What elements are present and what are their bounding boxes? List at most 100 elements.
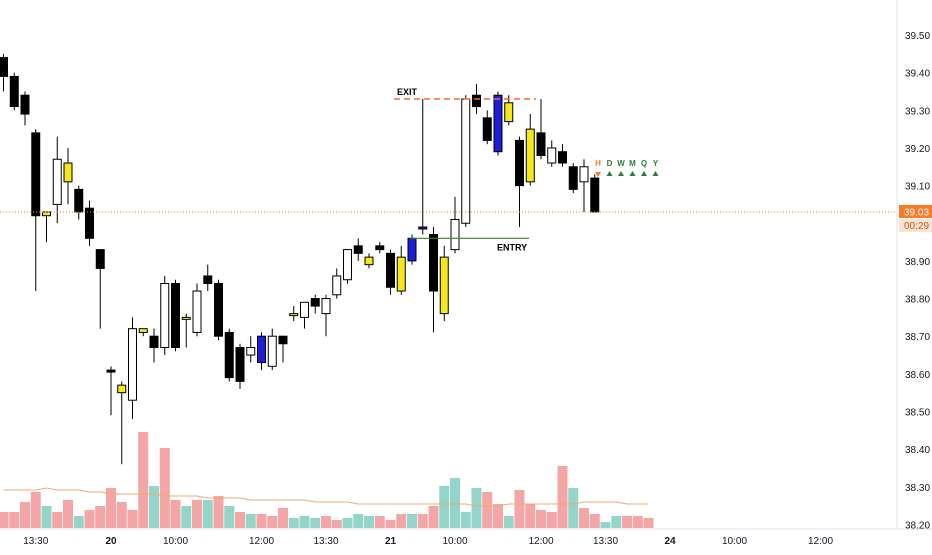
volume-bar [224, 506, 235, 528]
mtf-label: D [607, 159, 613, 168]
candle-body [461, 98, 471, 224]
candle-body [579, 166, 589, 183]
candle-body [31, 132, 41, 217]
candle-body [590, 177, 600, 213]
volume-bar [202, 500, 213, 528]
candle-body [246, 346, 256, 356]
volume-bar [460, 512, 471, 528]
time-tick-label: 13:30 [593, 536, 618, 547]
time-tick-label: 24 [664, 536, 676, 547]
volume-bar [256, 514, 267, 528]
volume-bar [63, 500, 73, 528]
volume-bar [353, 514, 364, 528]
candle-body [74, 188, 84, 213]
last-price-label: 39.03 [904, 207, 929, 218]
time-tick-label: 12:00 [808, 536, 833, 547]
candle-body [0, 57, 8, 77]
volume-bar [331, 520, 342, 528]
price-axis[interactable]: 39.50 39.40 39.30 39.20 39.10 38.90 38.80 38.70… [899, 31, 932, 531]
price-tick-label: 38.30 [905, 483, 930, 494]
time-axis[interactable]: 13:30 20 10:00 12:00 13:30 21 10:00 12:00 13:30 2… [23, 536, 833, 547]
price-tick-label: 38.60 [905, 370, 930, 381]
volume-bar [374, 516, 385, 528]
price-tick-label: 39.20 [905, 144, 930, 155]
volume-bar [568, 488, 579, 528]
entry-label: ENTRY [497, 242, 527, 252]
volume-bar [407, 514, 417, 528]
volume-bar [245, 514, 256, 528]
candle-body [63, 162, 73, 183]
volume-bar [632, 516, 643, 528]
volume-ma-line [3, 487, 649, 507]
candle-body [493, 94, 503, 153]
candle-body [214, 282, 223, 337]
candle-body [128, 328, 137, 401]
candle-body [289, 313, 299, 317]
volume-bar [84, 510, 95, 528]
volume-bar [364, 516, 374, 528]
candle-body [472, 94, 481, 108]
volume-bar [310, 518, 321, 528]
price-tick-label: 38.50 [905, 408, 930, 419]
candle-body [52, 158, 62, 205]
countdown-badge [899, 218, 932, 232]
volume-bar [170, 500, 181, 528]
volume-bar [159, 448, 170, 528]
volume-bar [288, 518, 299, 528]
candle-body [407, 237, 417, 262]
volume-bar [30, 492, 41, 528]
price-tick-label: 38.70 [905, 332, 930, 343]
candle-body [450, 218, 460, 251]
price-tick-label: 39.40 [905, 69, 930, 80]
volume-layer [0, 432, 654, 528]
volume-bar [611, 516, 622, 528]
candle-body [547, 147, 557, 164]
candle-body [42, 211, 51, 217]
volume-bar [95, 506, 106, 528]
volume-bar [482, 492, 493, 528]
volume-bar [643, 518, 654, 528]
candle-body [515, 139, 524, 187]
volume-bar [450, 478, 460, 528]
volume-bar [493, 504, 503, 528]
volume-bar [546, 512, 557, 528]
time-tick-label: 20 [105, 536, 117, 547]
time-tick-label: 12:00 [249, 536, 274, 547]
candle-body [160, 282, 170, 348]
time-tick-label: 13:30 [313, 536, 338, 547]
price-tick-label: 39.30 [905, 106, 930, 117]
candle-body [138, 328, 148, 333]
volume-bar [149, 486, 159, 528]
candle-body [482, 117, 492, 141]
candle-body [20, 94, 30, 115]
candle-body [278, 335, 288, 345]
arrow-down-icon [595, 172, 601, 177]
time-tick-label: 10:00 [163, 536, 188, 547]
volume-bar [73, 516, 84, 528]
candle-body [375, 245, 385, 251]
price-tick-label: 39.10 [905, 182, 930, 193]
volume-bar [396, 514, 407, 528]
volume-bar [278, 508, 288, 528]
volume-bar [536, 510, 546, 528]
candle-body [117, 384, 127, 394]
candle-body [396, 256, 406, 292]
volume-bar [192, 500, 202, 528]
price-tick-label: 38.40 [905, 445, 930, 456]
candle-body [300, 301, 309, 318]
candle-body [149, 335, 159, 348]
candle-body [353, 245, 363, 254]
mtf-label: M [629, 159, 636, 168]
volume-bar [514, 490, 525, 528]
candle-body [106, 369, 116, 373]
candle-body [267, 335, 277, 367]
volume-bar [106, 488, 116, 528]
candle-body [85, 207, 94, 239]
candle-body [525, 128, 535, 183]
volume-bar [342, 518, 353, 528]
candle-body [429, 234, 438, 292]
candle-body [321, 298, 331, 315]
mtf-label: W [617, 159, 625, 168]
